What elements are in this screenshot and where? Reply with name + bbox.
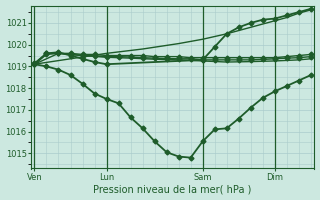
X-axis label: Pression niveau de la mer( hPa ): Pression niveau de la mer( hPa ) [93,184,252,194]
